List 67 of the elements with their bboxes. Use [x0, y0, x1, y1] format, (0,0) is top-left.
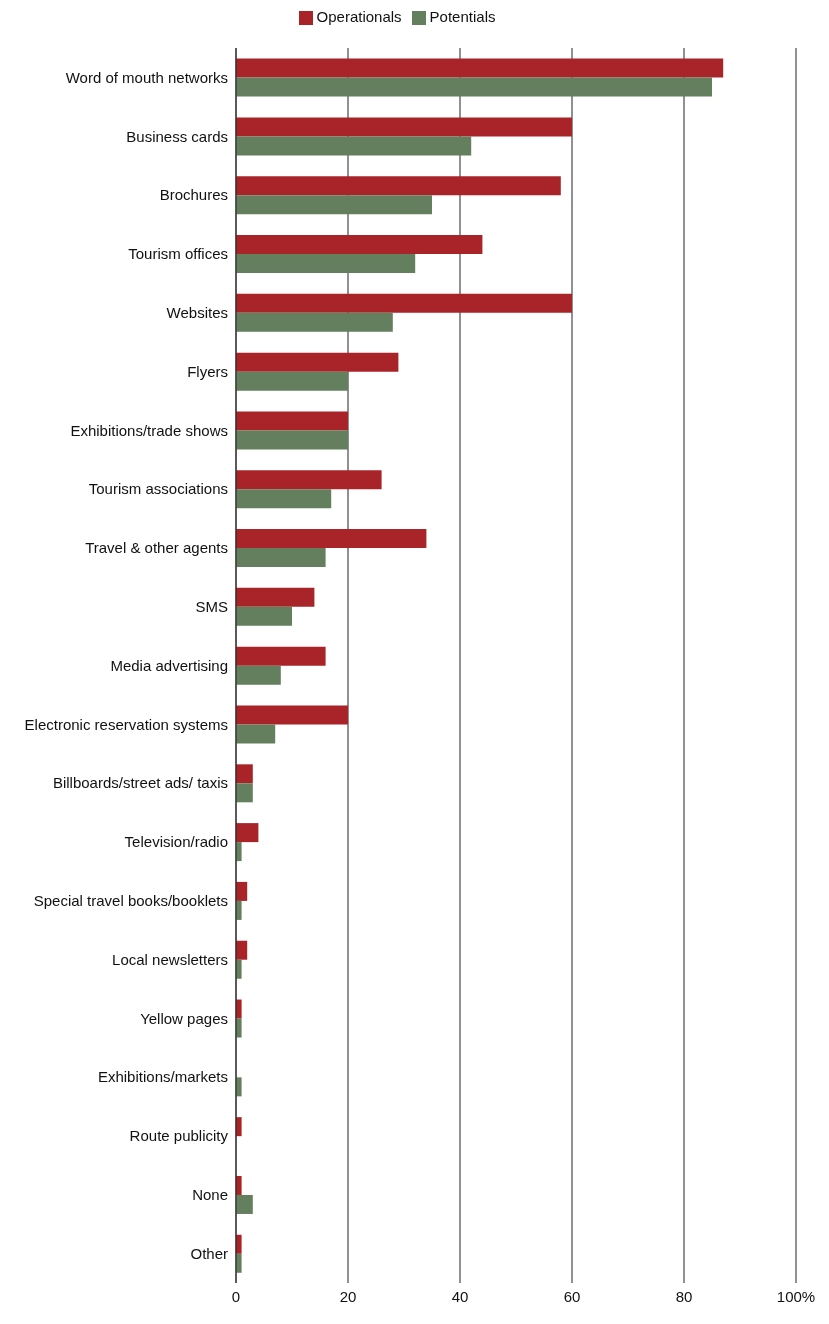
y-tick-label: Business cards [126, 127, 228, 145]
y-tick-label: Tourism associations [88, 480, 228, 498]
x-tick-label: 40 [451, 1287, 469, 1305]
bar [236, 1117, 242, 1137]
bar [236, 371, 348, 391]
y-tick-label: Flyers [187, 362, 228, 380]
bar [236, 1234, 242, 1254]
bar [236, 665, 281, 685]
y-tick-label: None [192, 1186, 228, 1204]
bar [236, 959, 242, 979]
bar [236, 1253, 242, 1273]
bar [236, 646, 326, 666]
bar [236, 1194, 253, 1214]
y-tick-label: Route publicity [129, 1127, 229, 1145]
bar [236, 58, 724, 78]
y-tick-label: Local newsletters [112, 950, 228, 968]
bar [236, 823, 259, 843]
x-tick-label: 20 [339, 1287, 357, 1305]
x-tick-label: 80 [675, 1287, 693, 1305]
y-tick-label: Special travel books/booklets [33, 892, 228, 910]
bar [236, 176, 561, 196]
bar [236, 293, 572, 313]
bar [236, 352, 399, 372]
bar [236, 470, 382, 490]
bar [236, 705, 348, 725]
y-tick-label: Websites [166, 303, 228, 321]
y-tick-label: Billboards/street ads/ taxis [52, 774, 228, 792]
y-tick-label: Exhibitions/markets [97, 1068, 228, 1086]
bar [236, 136, 472, 156]
legend-label: Operationals [316, 8, 402, 25]
bar [236, 1175, 242, 1195]
bar [236, 842, 242, 862]
bar [236, 1077, 242, 1097]
y-tick-label: Brochures [159, 186, 228, 204]
y-tick-label: Tourism offices [128, 245, 228, 263]
bar [236, 606, 292, 626]
bar [236, 117, 572, 137]
y-tick-label: Yellow pages [140, 1009, 228, 1027]
y-tick-label: Travel & other agents [85, 539, 228, 557]
bar [236, 489, 332, 509]
bar [236, 587, 315, 607]
bar [236, 548, 326, 568]
y-tick-label: Media advertising [110, 656, 228, 674]
y-tick-label: Word of mouth networks [65, 68, 228, 86]
y-tick-label: Other [190, 1244, 228, 1262]
y-tick-label: SMS [195, 598, 228, 616]
x-tick-label: 100% [776, 1287, 816, 1305]
bar [236, 411, 348, 431]
bar [236, 999, 242, 1019]
bar [236, 764, 253, 784]
bar [236, 1018, 242, 1038]
y-tick-label: Electronic reservation systems [24, 715, 228, 733]
legend-label: Potentials [429, 8, 496, 25]
bar [236, 195, 432, 215]
bar [236, 783, 253, 803]
bar [236, 77, 712, 97]
bar [236, 312, 393, 332]
bar [236, 430, 348, 450]
x-tick-label: 0 [231, 1287, 241, 1305]
bar [236, 254, 416, 274]
x-tick-label: 60 [563, 1287, 581, 1305]
bar [236, 724, 276, 744]
bar [236, 529, 427, 549]
bar [236, 900, 242, 920]
y-tick-label: Exhibitions/trade shows [70, 421, 228, 439]
bar [236, 235, 483, 255]
y-tick-label: Television/radio [124, 833, 228, 851]
